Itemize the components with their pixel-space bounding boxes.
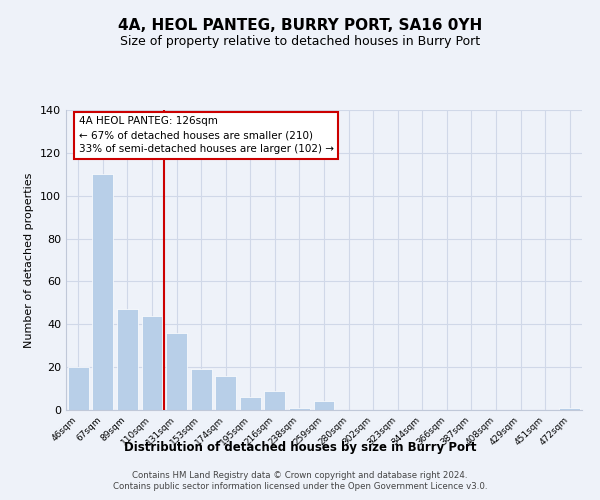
- Bar: [559, 408, 580, 410]
- Bar: [240, 397, 261, 410]
- Bar: [166, 333, 187, 410]
- Text: Size of property relative to detached houses in Burry Port: Size of property relative to detached ho…: [120, 35, 480, 48]
- Y-axis label: Number of detached properties: Number of detached properties: [25, 172, 34, 348]
- Bar: [265, 390, 286, 410]
- Bar: [117, 310, 138, 410]
- Text: Distribution of detached houses by size in Burry Port: Distribution of detached houses by size …: [124, 441, 476, 454]
- Bar: [142, 316, 163, 410]
- Text: Contains HM Land Registry data © Crown copyright and database right 2024.: Contains HM Land Registry data © Crown c…: [132, 471, 468, 480]
- Bar: [289, 408, 310, 410]
- Bar: [191, 370, 212, 410]
- Text: 4A, HEOL PANTEG, BURRY PORT, SA16 0YH: 4A, HEOL PANTEG, BURRY PORT, SA16 0YH: [118, 18, 482, 32]
- Bar: [92, 174, 113, 410]
- Bar: [314, 402, 334, 410]
- Bar: [68, 367, 89, 410]
- Bar: [215, 376, 236, 410]
- Text: 4A HEOL PANTEG: 126sqm
← 67% of detached houses are smaller (210)
33% of semi-de: 4A HEOL PANTEG: 126sqm ← 67% of detached…: [79, 116, 334, 154]
- Text: Contains public sector information licensed under the Open Government Licence v3: Contains public sector information licen…: [113, 482, 487, 491]
